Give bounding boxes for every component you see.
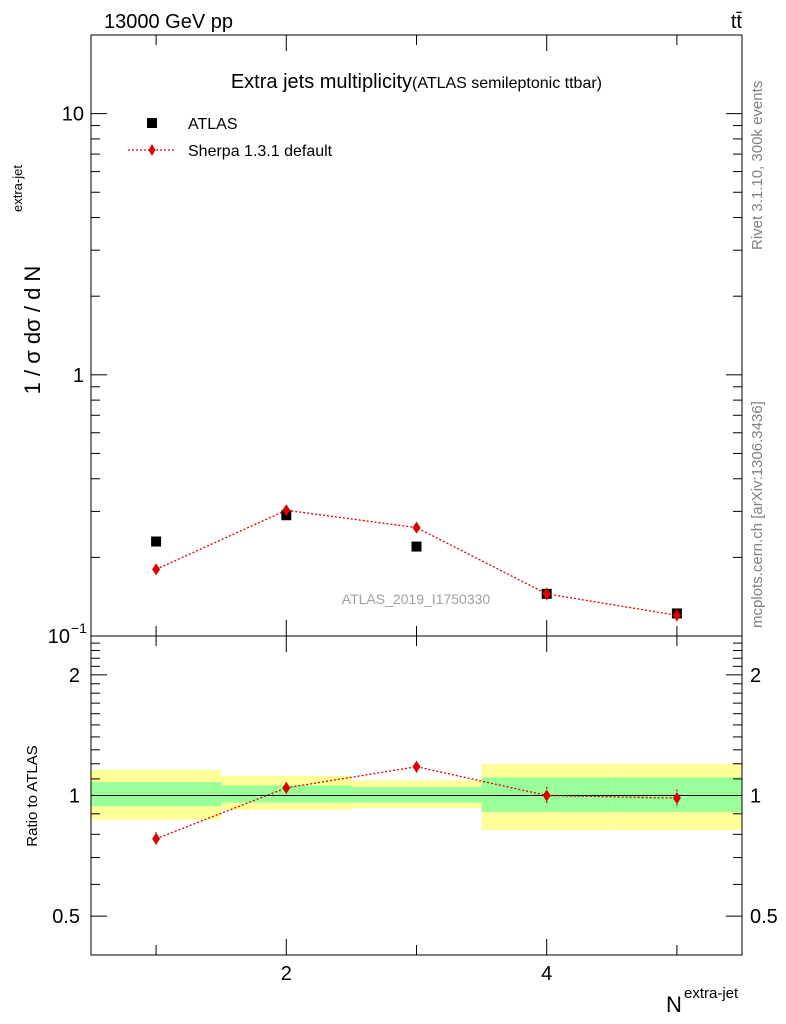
mcplots-label: mcplots.cern.ch [arXiv:1306.3436] (749, 401, 766, 628)
ratio-sherpa-point (412, 760, 421, 773)
ratio-plot-frame (90, 635, 743, 956)
ratio-y-tick-label: 0.5 (52, 906, 80, 928)
x-axis-title: N extra-jet (666, 985, 739, 1017)
ratio-y-tick-label-right: 1 (750, 786, 761, 808)
main-y-tick-label: 10 (62, 104, 84, 126)
sherpa-point (152, 563, 161, 576)
main-y-tick-label-sup: −1 (71, 620, 87, 636)
legend: ATLAS Sherpa 1.3.1 default (128, 116, 333, 160)
chart-title: Extra jets multiplicity (231, 71, 412, 93)
ratio-y-tick-label: 2 (69, 665, 80, 687)
x-tick-label: 4 (541, 963, 552, 985)
ratio-sherpa-point (542, 789, 551, 802)
energy-label: 13000 GeV pp (104, 11, 233, 33)
ratio-bands (91, 763, 742, 831)
ratio-y-tick-label-right: 0.5 (750, 906, 778, 928)
ratio-sherpa-point (672, 792, 681, 805)
main-y-tick-label: 10 (48, 626, 70, 648)
process-label: tt̄ (731, 11, 743, 33)
chart-subtitle: (ATLAS semileptonic ttbar) (412, 75, 602, 92)
ratio-y-tick-label-right: 2 (750, 665, 761, 687)
analysis-watermark: ATLAS_2019_I1750330 (342, 591, 491, 607)
main-y-axis-label-sup: extra-jet (10, 165, 25, 212)
sherpa-line (155, 509, 678, 616)
legend-marker-atlas (147, 118, 157, 128)
ratio-sherpa-line (155, 766, 677, 840)
ratio-y-axis-label: Ratio to ATLAS (24, 745, 41, 846)
main-y-tick-label: 1 (73, 365, 84, 387)
sherpa-point (672, 609, 681, 622)
legend-label-atlas: ATLAS (188, 116, 238, 133)
ratio-inner-band (221, 785, 352, 803)
sherpa-point (542, 587, 551, 600)
ratio-sherpa-point (282, 781, 291, 794)
ratio-sherpa-point (152, 832, 161, 845)
x-axis-label-sup: extra-jet (684, 985, 739, 1002)
main-y-axis-title: 1 / σ dσ / d N extra-jet (10, 165, 45, 395)
sherpa-point (282, 504, 291, 517)
atlas-point (151, 536, 162, 547)
legend-marker-sherpa (148, 144, 156, 156)
rivet-version-label: Rivet 3.1.10, 300k events (749, 81, 766, 250)
sherpa-point (412, 521, 421, 534)
main-y-axis-label: 1 / σ dσ / d N (20, 266, 45, 395)
legend-label-sherpa: Sherpa 1.3.1 default (188, 143, 333, 160)
ratio-y-tick-label: 1 (69, 786, 80, 808)
x-tick-label: 2 (281, 963, 292, 985)
ratio-inner-band (351, 787, 482, 803)
atlas-point (411, 541, 422, 552)
x-axis-label: N (666, 992, 682, 1017)
ratio-inner-band (91, 782, 222, 807)
